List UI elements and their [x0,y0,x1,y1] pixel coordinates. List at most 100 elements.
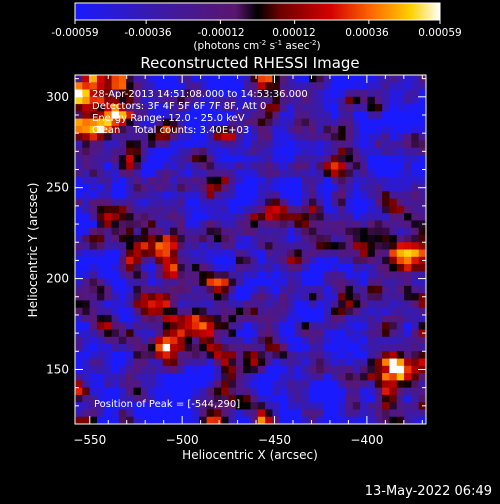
heatmap-cell [301,373,310,381]
heatmap-cell [126,380,135,389]
heatmap-cell [294,154,303,163]
heatmap-cell [265,162,274,171]
heatmap-cell [111,205,120,214]
heatmap-cell [345,154,354,163]
heatmap-cell [140,133,149,142]
heatmap-cell [243,394,252,403]
heatmap-cell [235,184,244,192]
heatmap-cell [257,133,266,142]
heatmap-cell [411,264,420,272]
heatmap-cell [301,402,310,411]
heatmap-cell [345,118,354,127]
heatmap-cell [75,96,83,105]
heatmap-cell [140,322,149,331]
heatmap-cell [411,227,420,236]
heatmap-cell [192,234,200,243]
heatmap-cell [360,227,369,236]
heatmap-cell [177,409,186,418]
heatmap-cell [382,336,391,345]
heatmap-cell [126,140,135,149]
heatmap-cell [279,358,288,367]
heatmap-cell [206,147,215,156]
heatmap-cell [360,147,369,156]
heatmap-cell [96,409,105,418]
heatmap-cell [199,147,208,156]
heatmap-cell [382,89,391,98]
heatmap-cell [89,213,98,222]
heatmap-cell [250,89,259,98]
heatmap-cell [221,373,230,381]
heatmap-cell [345,147,354,156]
heatmap-cell [323,118,332,127]
heatmap-cell [265,154,274,163]
heatmap-cell [192,307,200,316]
heatmap-cell [162,409,171,418]
heatmap-cell [111,351,120,360]
heatmap-cell [243,133,252,142]
heatmap-cell [265,307,274,316]
heatmap-cell [140,198,149,207]
heatmap-cell [213,285,222,294]
heatmap-cell [367,96,376,105]
heatmap-cell [374,402,383,411]
heatmap-cell [133,191,142,200]
heatmap-cell [170,336,178,345]
heatmap-cell [265,125,274,134]
heatmap-cell [162,75,171,83]
heatmap-cell [133,169,142,178]
heatmap-cell [140,351,149,360]
heatmap-cell [228,278,237,287]
heatmap-cell [111,227,120,236]
heatmap-cell [148,111,157,120]
heatmap-cell [294,227,303,236]
heatmap-cell [250,205,259,214]
heatmap-cell [374,205,383,214]
heatmap-cell [279,285,288,294]
heatmap-cell [352,409,361,418]
heatmap-cell [243,198,252,207]
heatmap-cell [250,220,259,229]
heatmap-cell [389,285,398,294]
heatmap-cell [323,336,332,345]
heatmap-cell [235,249,244,258]
heatmap-cell [250,111,259,120]
heatmap-cell [133,227,142,236]
heatmap-cell [192,111,200,120]
heatmap-cell [404,307,412,316]
heatmap-cell [96,387,105,396]
heatmap-cell [96,111,105,120]
heatmap-cell [338,285,347,294]
heatmap-cell [126,147,135,156]
heatmap-cell [323,373,332,381]
heatmap-cell [382,307,391,316]
heatmap-cell [338,227,347,236]
heatmap-cell [104,293,113,301]
heatmap-cell [148,198,157,207]
heatmap-cell [301,380,310,389]
heatmap-cell [243,351,252,360]
heatmap-cell [345,227,354,236]
heatmap-cell [184,242,193,251]
heatmap-cell [155,111,164,120]
heatmap-cell [389,154,398,163]
heatmap-cell [396,256,405,265]
heatmap-cell [126,104,135,112]
heatmap-cell [133,380,142,389]
heatmap-cell [89,264,98,272]
heatmap-cell [272,329,281,338]
heatmap-cell [235,380,244,389]
heatmap-cell [177,271,186,280]
heatmap-cell [338,409,347,418]
heatmap-cell [418,104,426,112]
heatmap-cell [411,75,420,83]
heatmap-cell [257,176,266,185]
heatmap-cell [155,300,164,309]
heatmap-cell [235,154,244,163]
heatmap-cell [221,96,230,105]
heatmap-cell [382,140,391,149]
heatmap-cell [316,234,325,243]
heatmap-cell [89,278,98,287]
heatmap-cell [118,75,127,83]
heatmap-cell [345,365,354,374]
heatmap-cell [257,147,266,156]
